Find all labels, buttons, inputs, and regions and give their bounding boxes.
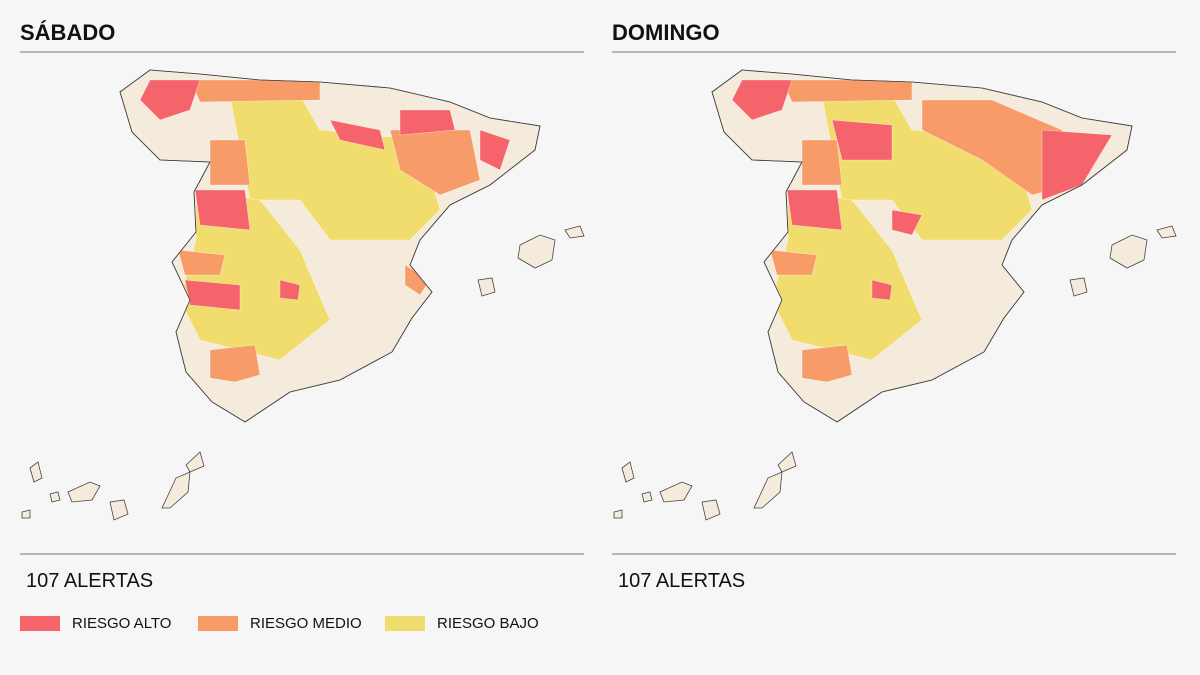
map (21, 69, 585, 521)
map (613, 69, 1177, 521)
alert-count: 107 ALERTAS (26, 570, 153, 592)
panel-sunday: DOMINGO 107 ALERTAS (612, 20, 1177, 592)
legend-swatch (20, 616, 60, 631)
panel-title: DOMINGO (612, 20, 720, 45)
legend-swatch (198, 616, 238, 631)
legend-label: RIESGO ALTO (72, 615, 171, 632)
legend-label: RIESGO BAJO (437, 615, 539, 632)
panel-title: SÁBADO (20, 20, 115, 45)
legend-swatch (385, 616, 425, 631)
legend-label: RIESGO MEDIO (250, 615, 362, 632)
panel-saturday: SÁBADO (20, 20, 585, 592)
alert-count: 107 ALERTAS (618, 570, 745, 592)
legend: RIESGO ALTO RIESGO MEDIO RIESGO BAJO (20, 615, 539, 632)
